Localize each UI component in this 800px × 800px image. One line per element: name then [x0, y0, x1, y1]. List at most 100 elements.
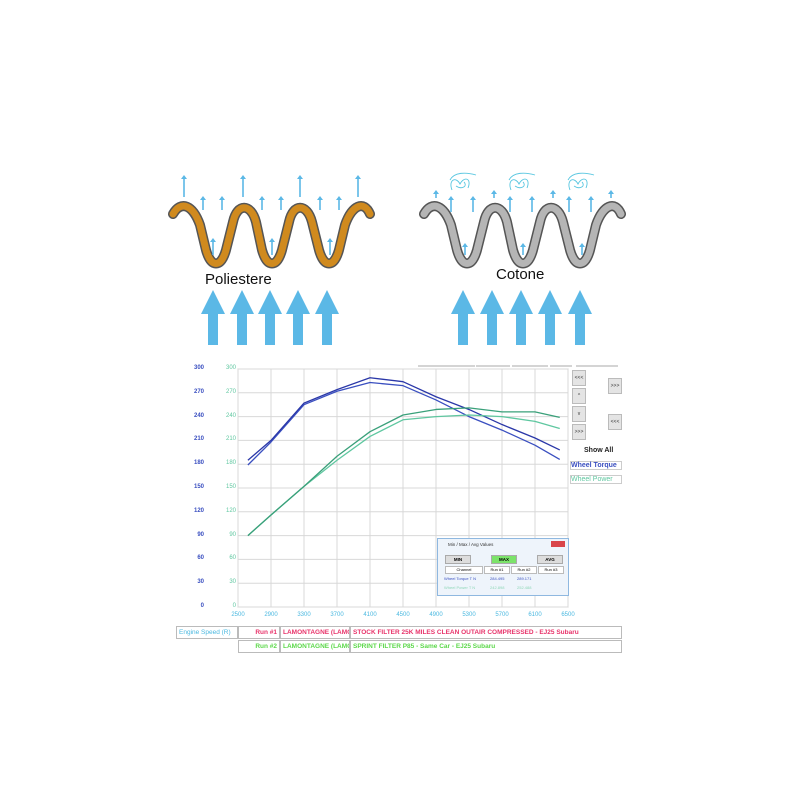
air-flow-arrow-icon-head	[317, 196, 323, 200]
max-button[interactable]: MAX	[491, 555, 517, 564]
run1-description[interactable]: STOCK FILTER 25K MILES CLEAN OUTAIR COMP…	[350, 626, 622, 639]
y-tick-left: 300	[193, 365, 204, 371]
channel-wheel-torque[interactable]: Wheel Torque	[570, 461, 622, 470]
series-line-wheel-torque-Run2	[247, 377, 561, 461]
min-max-avg-popup: Min / Max / Avg Values MIN MAX AVG Chann…	[437, 538, 569, 596]
polyester-label: Poliestere	[205, 271, 272, 288]
run1-name[interactable]: LAMONTAGNE (LAMC	[280, 626, 350, 639]
x-tick: 6500	[561, 612, 575, 618]
deflected-air-arrow-icon-head	[448, 196, 454, 200]
row-torque-run2: 289.171	[517, 576, 532, 581]
series-line-wheel-power-Run2	[247, 407, 560, 537]
y-tick-right: 120	[225, 507, 236, 514]
air-flow-arrow-icon-head	[210, 238, 216, 242]
inflow-arrow-icon	[509, 290, 533, 345]
cotton-fiber	[420, 202, 625, 267]
row-power-channel: Wheel Power T N	[444, 585, 476, 590]
x-tick: 3700	[330, 612, 344, 618]
air-flow-arrow-icon-head	[462, 243, 468, 247]
header-channel: Channel	[445, 566, 483, 574]
x-tick: 4100	[363, 612, 377, 618]
x-tick: 5700	[495, 612, 509, 618]
y-tick-left: 120	[193, 507, 204, 514]
y-tick-right: 150	[225, 484, 236, 490]
y-tick-right: 180	[225, 460, 236, 467]
x-tick: 4500	[396, 612, 410, 618]
air-flow-arrow-icon-head	[433, 190, 439, 194]
x-tick: 2900	[264, 612, 278, 618]
scroll-top-button[interactable]: <<<	[572, 370, 586, 386]
air-flow-arrow-icon-head	[181, 175, 187, 179]
scroll-up-button[interactable]: ^	[572, 388, 586, 404]
inflow-arrow-icon	[480, 290, 504, 345]
air-flow-arrow-icon-head	[336, 196, 342, 200]
y-tick-right: 60	[229, 555, 236, 562]
header-run3: Run #3	[538, 566, 564, 574]
deflected-air-arrow-icon-head	[470, 196, 476, 200]
x-tick: 2500	[231, 612, 245, 618]
deflected-air-arrow-icon-head	[529, 196, 535, 200]
right-expand-button[interactable]: >>>	[608, 378, 622, 394]
y-tick-right: 240	[225, 412, 236, 419]
x-tick: 3300	[297, 612, 311, 618]
run2-description[interactable]: SPRINT FILTER P85 - Same Car - EJ25 Suba…	[350, 640, 622, 653]
air-flow-arrow-icon-head	[200, 196, 206, 200]
row-power-run1: 242.898	[490, 585, 505, 590]
avg-button[interactable]: AVG	[537, 555, 563, 564]
air-flow-arrow-icon-head	[327, 238, 333, 242]
air-flow-arrow-icon-head	[278, 196, 284, 200]
y-tick-left: 240	[193, 412, 204, 419]
y-tick-left: 90	[197, 531, 204, 538]
y-tick-right: 90	[229, 531, 236, 538]
inflow-arrow-icon	[568, 290, 592, 345]
y-tick-left: 180	[193, 460, 204, 467]
inflow-arrow-icon	[258, 290, 282, 345]
y-tick-right: 270	[225, 388, 236, 395]
inflow-arrow-icon	[315, 290, 339, 345]
x-tick: 5300	[462, 612, 476, 618]
run2-name[interactable]: LAMONTAGNE (LAMC	[280, 640, 350, 653]
filter-diagram	[168, 172, 626, 345]
air-flow-arrow-icon-head	[579, 243, 585, 247]
air-flow-arrow-icon-head	[520, 243, 526, 247]
row-torque-channel: Wheel Torque T N	[444, 576, 477, 581]
dust-particle-icon	[567, 172, 595, 191]
deflected-air-arrow-icon-head	[588, 196, 594, 200]
inflow-arrow-icon	[201, 290, 225, 345]
run1-label[interactable]: Run #1	[238, 626, 280, 639]
y-tick-left: 30	[197, 579, 204, 586]
air-flow-arrow-icon-head	[297, 175, 303, 179]
dust-particle-icon	[449, 172, 477, 191]
row-power-run2: 252.488	[517, 585, 532, 590]
air-flow-arrow-icon-head	[259, 196, 265, 200]
inflow-arrow-icon	[538, 290, 562, 345]
air-flow-arrow-icon-head	[219, 196, 225, 200]
air-flow-arrow-icon-head	[240, 175, 246, 179]
air-flow-arrow-icon-head	[355, 175, 361, 179]
series-line-wheel-torque-Run1	[247, 381, 561, 466]
header-run2: Run #2	[511, 566, 537, 574]
polyester-fiber	[169, 202, 374, 267]
air-flow-arrow-icon-head	[550, 190, 556, 194]
right-collapse-button[interactable]: <<<	[608, 414, 622, 430]
dust-particle-icon	[508, 172, 536, 191]
close-icon[interactable]	[551, 541, 565, 547]
air-flow-arrow-icon-head	[608, 190, 614, 194]
cotton-label: Cotone	[496, 266, 545, 283]
scroll-down-button[interactable]: v	[572, 406, 586, 422]
y-tick-right: 0	[232, 603, 236, 609]
y-tick-right: 300	[225, 365, 236, 371]
channel-wheel-power[interactable]: Wheel Power	[570, 475, 622, 484]
inflow-arrow-icon	[286, 290, 310, 345]
popup-title: Min / Max / Avg Values	[448, 542, 494, 547]
show-all-button[interactable]: Show All	[584, 447, 614, 454]
deflected-air-arrow-icon-head	[507, 196, 513, 200]
min-button[interactable]: MIN	[445, 555, 471, 564]
air-flow-arrow-icon-head	[491, 190, 497, 194]
y-tick-left: 60	[197, 555, 204, 562]
x-channel-label[interactable]: Engine Speed (R)	[176, 626, 238, 639]
run2-label[interactable]: Run #2	[238, 640, 280, 653]
y-tick-left: 150	[193, 484, 204, 490]
scroll-bottom-button[interactable]: >>>	[572, 424, 586, 440]
